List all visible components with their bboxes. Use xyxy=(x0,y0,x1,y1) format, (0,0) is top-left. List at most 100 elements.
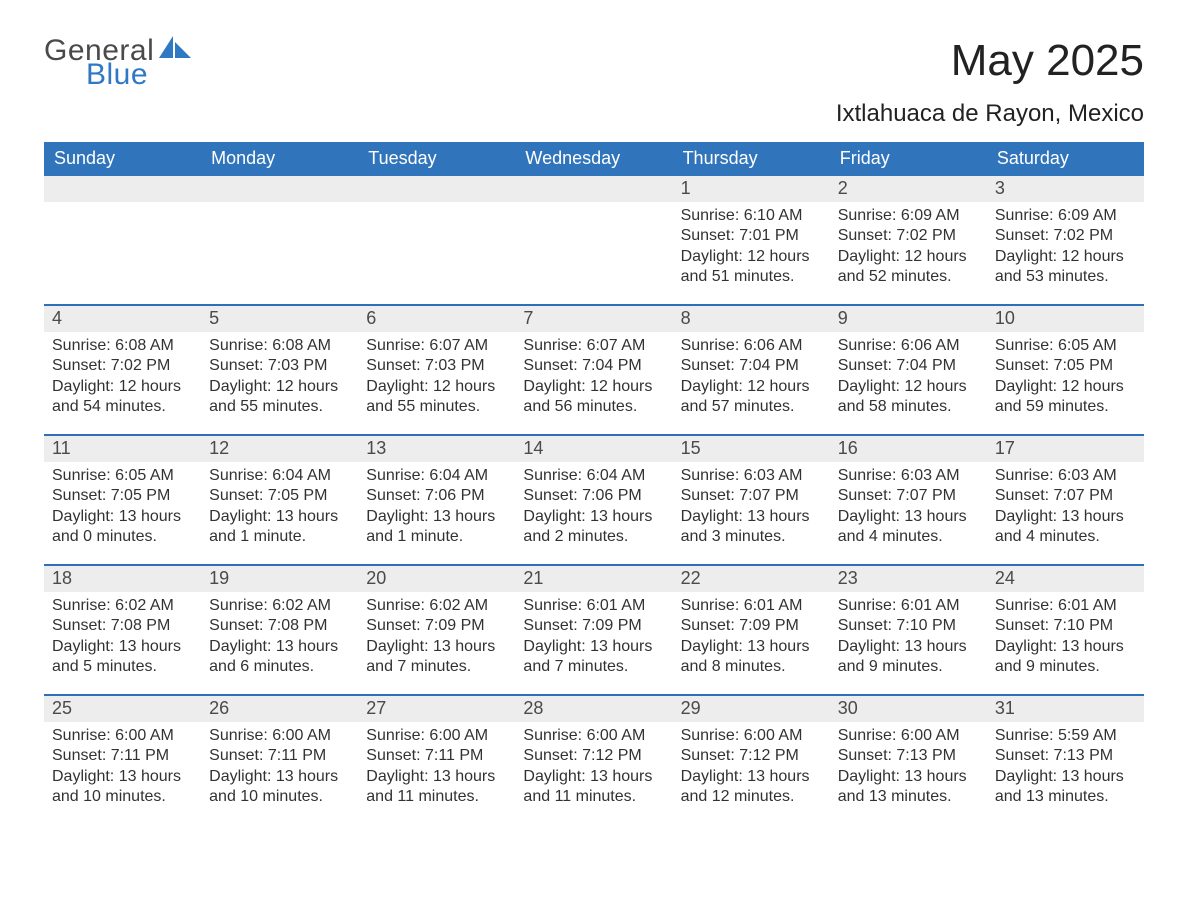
day-line: Sunrise: 6:02 AM xyxy=(366,596,507,616)
day-line: Sunrise: 6:03 AM xyxy=(995,466,1136,486)
day-line: Sunset: 7:11 PM xyxy=(366,746,507,766)
day-line: Sunset: 7:11 PM xyxy=(52,746,193,766)
day-line: Sunset: 7:10 PM xyxy=(838,616,979,636)
day-body: Sunrise: 6:08 AMSunset: 7:03 PMDaylight:… xyxy=(201,332,358,424)
calendar-day: 10Sunrise: 6:05 AMSunset: 7:05 PMDayligh… xyxy=(987,306,1144,434)
day-number: 23 xyxy=(830,566,987,592)
day-body: Sunrise: 6:02 AMSunset: 7:09 PMDaylight:… xyxy=(358,592,515,684)
calendar-day: 26Sunrise: 6:00 AMSunset: 7:11 PMDayligh… xyxy=(201,696,358,824)
day-body xyxy=(201,202,358,212)
day-line: Daylight: 13 hours and 7 minutes. xyxy=(523,637,664,678)
weekday-header: Thursday xyxy=(673,142,830,176)
day-body: Sunrise: 6:03 AMSunset: 7:07 PMDaylight:… xyxy=(987,462,1144,554)
calendar-day: 21Sunrise: 6:01 AMSunset: 7:09 PMDayligh… xyxy=(515,566,672,694)
day-line: Sunrise: 6:08 AM xyxy=(209,336,350,356)
day-line: Sunset: 7:07 PM xyxy=(681,486,822,506)
calendar-day: 28Sunrise: 6:00 AMSunset: 7:12 PMDayligh… xyxy=(515,696,672,824)
day-line: Sunrise: 6:03 AM xyxy=(681,466,822,486)
day-line: Sunrise: 6:01 AM xyxy=(523,596,664,616)
day-body: Sunrise: 6:02 AMSunset: 7:08 PMDaylight:… xyxy=(201,592,358,684)
day-body: Sunrise: 6:00 AMSunset: 7:11 PMDaylight:… xyxy=(358,722,515,814)
brand-logo: General Blue xyxy=(44,36,193,90)
day-line: Sunset: 7:08 PM xyxy=(209,616,350,636)
day-line: Daylight: 12 hours and 52 minutes. xyxy=(838,247,979,288)
day-number: 8 xyxy=(673,306,830,332)
calendar-week-row: 1Sunrise: 6:10 AMSunset: 7:01 PMDaylight… xyxy=(44,176,1144,304)
day-number: 6 xyxy=(358,306,515,332)
day-line: Sunrise: 6:04 AM xyxy=(366,466,507,486)
brand-text: General Blue xyxy=(44,36,193,90)
calendar-day: 1Sunrise: 6:10 AMSunset: 7:01 PMDaylight… xyxy=(673,176,830,304)
day-number xyxy=(515,176,672,202)
day-line: Daylight: 12 hours and 51 minutes. xyxy=(681,247,822,288)
calendar-day: 9Sunrise: 6:06 AMSunset: 7:04 PMDaylight… xyxy=(830,306,987,434)
day-line: Sunrise: 6:01 AM xyxy=(995,596,1136,616)
day-line: Sunset: 7:05 PM xyxy=(52,486,193,506)
day-number: 4 xyxy=(44,306,201,332)
day-number: 9 xyxy=(830,306,987,332)
day-number: 29 xyxy=(673,696,830,722)
calendar-day: 15Sunrise: 6:03 AMSunset: 7:07 PMDayligh… xyxy=(673,436,830,564)
day-line: Daylight: 13 hours and 3 minutes. xyxy=(681,507,822,548)
calendar-day-empty xyxy=(358,176,515,304)
day-body: Sunrise: 6:06 AMSunset: 7:04 PMDaylight:… xyxy=(673,332,830,424)
day-line: Sunset: 7:03 PM xyxy=(366,356,507,376)
day-number: 28 xyxy=(515,696,672,722)
day-line: Sunset: 7:08 PM xyxy=(52,616,193,636)
day-line: Daylight: 12 hours and 56 minutes. xyxy=(523,377,664,418)
calendar-week-row: 18Sunrise: 6:02 AMSunset: 7:08 PMDayligh… xyxy=(44,564,1144,694)
calendar-day: 4Sunrise: 6:08 AMSunset: 7:02 PMDaylight… xyxy=(44,306,201,434)
calendar-day: 14Sunrise: 6:04 AMSunset: 7:06 PMDayligh… xyxy=(515,436,672,564)
day-number: 18 xyxy=(44,566,201,592)
calendar-day: 2Sunrise: 6:09 AMSunset: 7:02 PMDaylight… xyxy=(830,176,987,304)
day-line: Daylight: 13 hours and 8 minutes. xyxy=(681,637,822,678)
day-line: Daylight: 12 hours and 55 minutes. xyxy=(366,377,507,418)
day-line: Sunrise: 6:00 AM xyxy=(681,726,822,746)
calendar-day: 12Sunrise: 6:04 AMSunset: 7:05 PMDayligh… xyxy=(201,436,358,564)
day-line: Sunset: 7:02 PM xyxy=(838,226,979,246)
calendar-day-empty xyxy=(201,176,358,304)
day-line: Daylight: 12 hours and 58 minutes. xyxy=(838,377,979,418)
day-number: 3 xyxy=(987,176,1144,202)
day-line: Sunset: 7:06 PM xyxy=(366,486,507,506)
day-body: Sunrise: 6:00 AMSunset: 7:11 PMDaylight:… xyxy=(201,722,358,814)
calendar-day-empty xyxy=(515,176,672,304)
day-line: Sunset: 7:04 PM xyxy=(681,356,822,376)
day-line: Daylight: 13 hours and 12 minutes. xyxy=(681,767,822,808)
day-number: 10 xyxy=(987,306,1144,332)
day-line: Sunrise: 6:00 AM xyxy=(838,726,979,746)
day-line: Sunrise: 6:10 AM xyxy=(681,206,822,226)
title-block: May 2025 Ixtlahuaca de Rayon, Mexico xyxy=(836,36,1144,128)
day-body: Sunrise: 6:01 AMSunset: 7:09 PMDaylight:… xyxy=(515,592,672,684)
calendar-day: 8Sunrise: 6:06 AMSunset: 7:04 PMDaylight… xyxy=(673,306,830,434)
calendar-week-row: 11Sunrise: 6:05 AMSunset: 7:05 PMDayligh… xyxy=(44,434,1144,564)
day-line: Sunrise: 6:01 AM xyxy=(681,596,822,616)
day-line: Sunset: 7:09 PM xyxy=(366,616,507,636)
day-line: Sunrise: 6:00 AM xyxy=(523,726,664,746)
day-body xyxy=(44,202,201,212)
day-number: 13 xyxy=(358,436,515,462)
day-line: Daylight: 13 hours and 9 minutes. xyxy=(838,637,979,678)
day-line: Sunset: 7:09 PM xyxy=(523,616,664,636)
calendar-day: 25Sunrise: 6:00 AMSunset: 7:11 PMDayligh… xyxy=(44,696,201,824)
weekday-header: Monday xyxy=(201,142,358,176)
day-line: Daylight: 13 hours and 11 minutes. xyxy=(523,767,664,808)
day-line: Sunset: 7:06 PM xyxy=(523,486,664,506)
day-number: 12 xyxy=(201,436,358,462)
day-body: Sunrise: 6:03 AMSunset: 7:07 PMDaylight:… xyxy=(830,462,987,554)
day-number: 30 xyxy=(830,696,987,722)
day-line: Daylight: 12 hours and 59 minutes. xyxy=(995,377,1136,418)
day-body: Sunrise: 6:02 AMSunset: 7:08 PMDaylight:… xyxy=(44,592,201,684)
day-line: Sunset: 7:07 PM xyxy=(995,486,1136,506)
day-line: Sunrise: 6:09 AM xyxy=(995,206,1136,226)
day-number: 21 xyxy=(515,566,672,592)
day-number: 11 xyxy=(44,436,201,462)
day-body: Sunrise: 6:00 AMSunset: 7:12 PMDaylight:… xyxy=(673,722,830,814)
day-body: Sunrise: 6:07 AMSunset: 7:03 PMDaylight:… xyxy=(358,332,515,424)
calendar-header-row: Sunday Monday Tuesday Wednesday Thursday… xyxy=(44,142,1144,176)
day-line: Sunset: 7:05 PM xyxy=(995,356,1136,376)
day-line: Daylight: 13 hours and 13 minutes. xyxy=(838,767,979,808)
day-line: Sunrise: 6:09 AM xyxy=(838,206,979,226)
day-line: Daylight: 12 hours and 57 minutes. xyxy=(681,377,822,418)
day-line: Sunrise: 6:02 AM xyxy=(52,596,193,616)
